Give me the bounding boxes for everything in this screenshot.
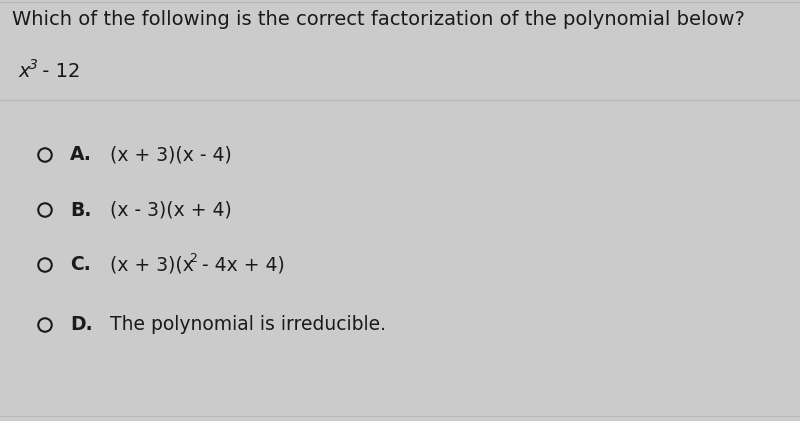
Text: A.: A. bbox=[70, 146, 92, 165]
Text: C.: C. bbox=[70, 256, 90, 274]
Text: (x - 3)(x + 4): (x - 3)(x + 4) bbox=[110, 200, 232, 219]
Text: - 4x + 4): - 4x + 4) bbox=[196, 256, 285, 274]
Text: D.: D. bbox=[70, 315, 93, 335]
Text: The polynomial is irreducible.: The polynomial is irreducible. bbox=[110, 315, 386, 335]
Text: 2: 2 bbox=[189, 251, 197, 264]
Text: B.: B. bbox=[70, 200, 91, 219]
Text: - 12: - 12 bbox=[36, 62, 80, 81]
Text: x: x bbox=[18, 62, 30, 81]
Text: 3: 3 bbox=[29, 58, 38, 72]
Text: (x + 3)(x - 4): (x + 3)(x - 4) bbox=[110, 146, 232, 165]
Text: (x + 3)(x: (x + 3)(x bbox=[110, 256, 194, 274]
Text: Which of the following is the correct factorization of the polynomial below?: Which of the following is the correct fa… bbox=[12, 10, 745, 29]
